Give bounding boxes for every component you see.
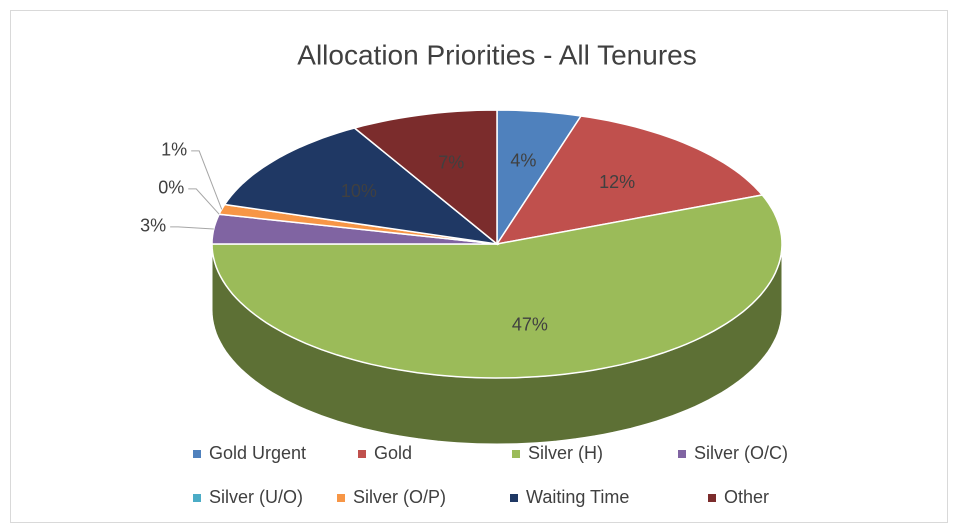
leader-line xyxy=(191,150,223,210)
data-label: 1% xyxy=(161,140,187,160)
legend-swatch xyxy=(678,450,686,458)
data-label: 4% xyxy=(510,151,536,171)
leader-line xyxy=(170,226,214,230)
legend-label: Other xyxy=(724,487,769,507)
legend-label: Gold xyxy=(374,443,412,463)
data-label: 7% xyxy=(438,153,464,173)
legend-swatch xyxy=(193,450,201,458)
legend-swatch xyxy=(510,494,518,502)
leader-line xyxy=(188,188,220,215)
legend-label: Silver (O/C) xyxy=(694,443,788,463)
slice xyxy=(352,109,498,246)
slice xyxy=(223,127,500,246)
data-label: 10% xyxy=(341,181,377,201)
data-label: 0% xyxy=(158,178,184,198)
chart-title: Allocation Priorities - All Tenures xyxy=(297,39,696,70)
legend-label: Silver (H) xyxy=(528,443,603,463)
data-label: 12% xyxy=(599,172,635,192)
legend-label: Gold Urgent xyxy=(209,443,306,463)
legend-swatch xyxy=(193,494,201,502)
slice xyxy=(495,115,764,246)
data-label: 3% xyxy=(140,216,166,236)
legend-swatch xyxy=(358,450,366,458)
slice xyxy=(211,194,783,379)
legend-swatch xyxy=(708,494,716,502)
legend-label: Silver (U/O) xyxy=(209,487,303,507)
legend-swatch xyxy=(512,450,520,458)
data-label: 47% xyxy=(512,314,548,334)
legend-label: Waiting Time xyxy=(526,487,629,507)
legend-swatch xyxy=(337,494,345,502)
slice xyxy=(496,109,583,247)
legend-label: Silver (O/P) xyxy=(353,487,446,507)
